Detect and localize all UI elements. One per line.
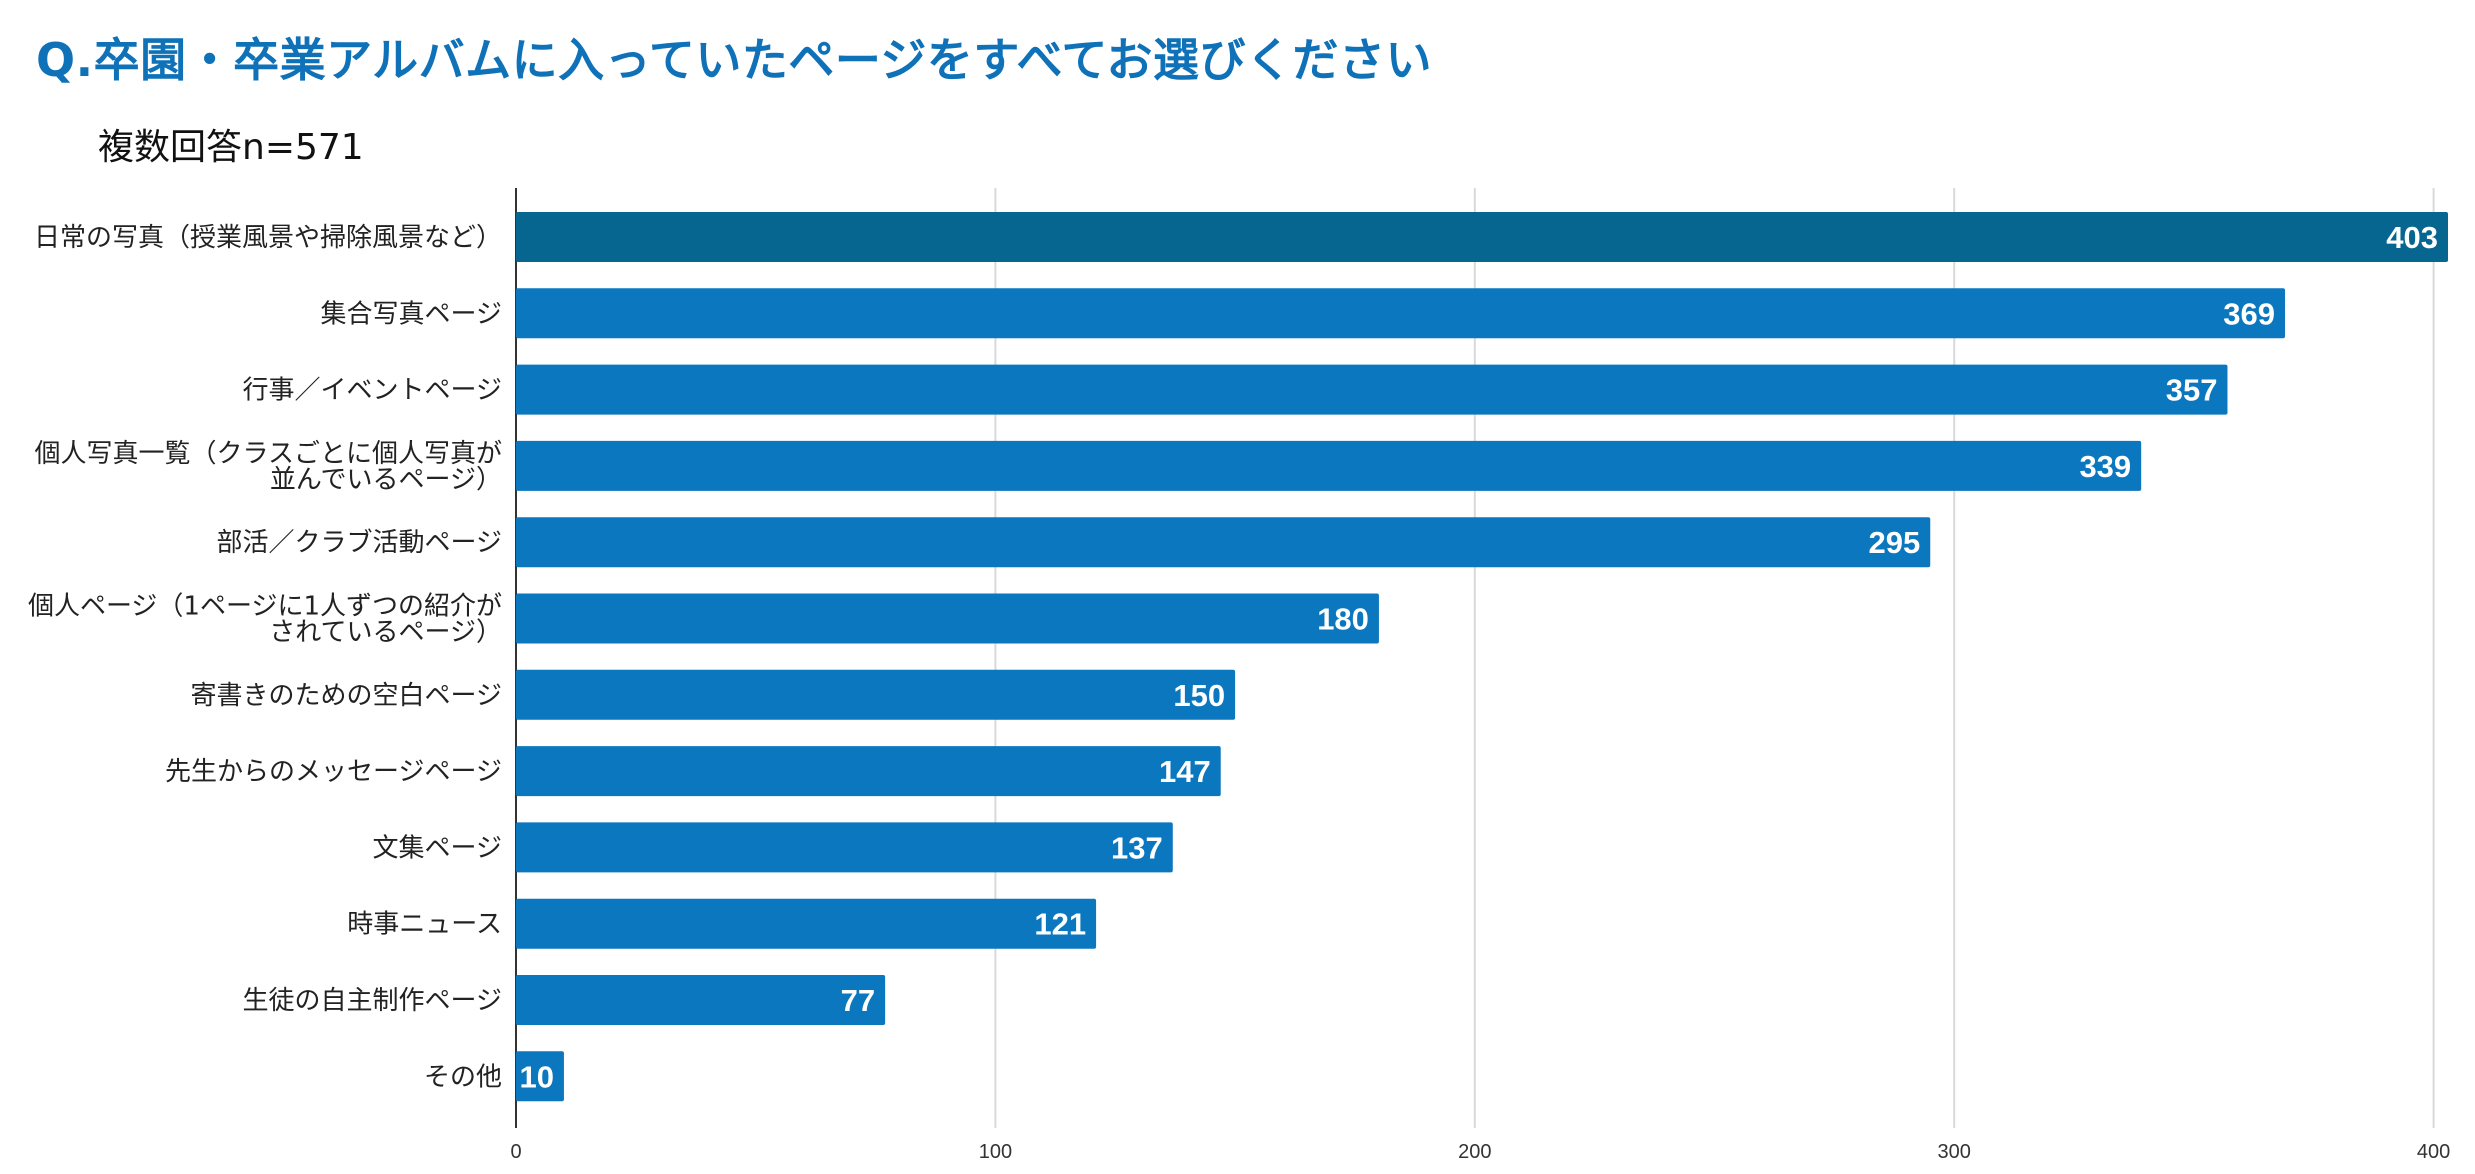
value-label-6: 150 — [1173, 678, 1225, 713]
category-label-line: 生徒の自主制作ページ — [243, 986, 502, 1016]
gridlines — [515, 188, 2435, 1128]
category-label-line: 日常の写真（授業風景や掃除風景など） — [34, 223, 502, 253]
category-label-3: 個人写真一覧（クラスごとに個人写真が並んでいるページ） — [35, 439, 502, 495]
bar-4 — [516, 517, 1931, 568]
bar-0 — [516, 212, 2448, 262]
bar-8 — [516, 822, 1173, 873]
category-label-line: 文集ページ — [373, 833, 502, 863]
bar-11 — [516, 1051, 564, 1102]
value-label-5: 180 — [1317, 602, 1369, 637]
x-axis-ticks: 0 100 200 300 400 — [510, 1141, 2450, 1163]
value-label-4: 295 — [1869, 525, 1921, 560]
bar-6 — [516, 669, 1236, 720]
category-label-10: 生徒の自主制作ページ — [243, 986, 502, 1016]
bar-5 — [516, 593, 1379, 644]
value-label-7: 147 — [1159, 754, 1211, 789]
category-label-9: 時事ニュース — [347, 910, 502, 940]
bar-1 — [516, 288, 2286, 339]
value-label-1: 369 — [2223, 296, 2275, 331]
category-label-line: 時事ニュース — [347, 910, 502, 940]
x-tick-label-0: 0 — [510, 1141, 521, 1163]
category-labels: 日常の写真（授業風景や掃除風景など） 集合写真ページ行事／イベントページ個人写真一… — [28, 223, 502, 1092]
value-label-10: 77 — [841, 983, 875, 1018]
x-tick-label-400: 400 — [2417, 1141, 2450, 1163]
value-label-3: 339 — [2079, 449, 2131, 484]
category-label-line: されているページ） — [269, 618, 502, 648]
category-label-line: 並んでいるページ） — [270, 465, 502, 495]
value-label-2: 357 — [2166, 373, 2218, 408]
category-label-7: 先生からのメッセージページ — [165, 757, 502, 787]
category-label-2: 行事／イベントページ — [243, 376, 502, 406]
bar-2 — [516, 364, 2228, 415]
category-label-11: その他 — [424, 1062, 502, 1092]
category-label-line: 集合写真ページ — [321, 299, 502, 329]
category-label-6: 寄書きのための空白ページ — [191, 681, 502, 711]
category-label-line: 個人ページ（1ページに1人ずつの紹介が — [28, 592, 502, 622]
x-tick-label-200: 200 — [1458, 1141, 1491, 1163]
category-label-8: 文集ページ — [373, 833, 502, 863]
bar-9 — [516, 898, 1097, 949]
category-label-line: 寄書きのための空白ページ — [191, 681, 502, 711]
category-label-4: 部活／クラブ活動ページ — [217, 528, 502, 558]
x-tick-label-100: 100 — [979, 1141, 1012, 1163]
value-label-9: 121 — [1034, 907, 1086, 942]
category-label-line: 行事／イベントページ — [243, 376, 502, 406]
bar-3 — [516, 440, 2142, 491]
bar-10 — [516, 975, 886, 1025]
bar-7 — [516, 746, 1221, 797]
category-label-line: その他 — [424, 1062, 502, 1092]
value-label-8: 137 — [1111, 830, 1163, 865]
chart-title: Q.卒園・卒業アルバムに入っていたページをすべてお選びください — [36, 33, 1432, 87]
value-label-11: 10 — [519, 1059, 553, 1094]
category-label-1: 集合写真ページ — [321, 299, 502, 329]
category-label-line: 部活／クラブ活動ページ — [217, 528, 502, 558]
chart-subtitle: 複数回答n=571 — [98, 127, 364, 168]
category-label-line: 個人写真一覧（クラスごとに個人写真が — [35, 439, 502, 469]
category-label-line: 先生からのメッセージページ — [165, 757, 502, 787]
category-label-0: 日常の写真（授業風景や掃除風景など） — [34, 223, 502, 253]
value-label-0: 403 — [2386, 220, 2438, 255]
category-label-5: 個人ページ（1ページに1人ずつの紹介がされているページ） — [28, 592, 502, 648]
x-tick-label-300: 300 — [1938, 1141, 1971, 1163]
bars: 403 369 357 339 295 180 150 147 137 121 77 10 — [516, 212, 2448, 1102]
